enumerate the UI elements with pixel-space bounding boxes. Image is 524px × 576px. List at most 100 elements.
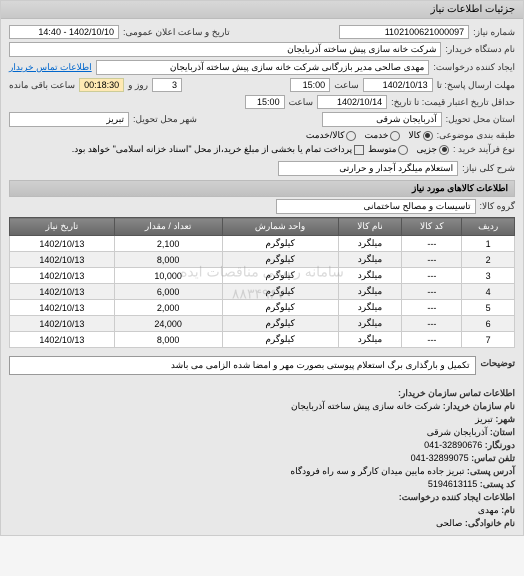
radio-goods-service[interactable]: کالا/خدمت [306,130,357,141]
buyer-value: شرکت خانه سازی پیش ساخته آذربایجان [9,42,441,57]
phone-label: تلفن تماس: [471,453,515,463]
cell-row: 1 [462,236,515,252]
note-label: توضیحات [480,358,515,369]
table-row: 5---میلگردکیلوگرم2,0001402/10/13 [10,300,515,316]
announce-value: 1402/10/10 - 14:40 [9,25,119,39]
remain-time: 00:18:30 [79,78,124,92]
cell-code: --- [402,236,462,252]
table-row: 3---میلگردکیلوگرم10,0001402/10/13 [10,268,515,284]
note-text: تکمیل و بارگذاری برگ استعلام پیوستی بصور… [9,356,476,375]
org-value: شرکت خانه سازی پیش ساخته آذربایجان [291,401,440,411]
goods-table-wrap: ردیف کد کالا نام کالا واحد شمارش تعداد /… [9,217,515,348]
process-radio-group: جزیی متوسط [368,144,449,155]
col-row: ردیف [462,218,515,236]
cell-date: 1402/10/13 [10,236,115,252]
address-label: آدرس پستی: [467,466,515,476]
radio-dot-icon [439,145,449,155]
province-value: آذربایجان شرقی [322,112,442,127]
time-label-1: ساعت [334,80,359,91]
requester-label: ایجاد کننده درخواست: [433,62,515,73]
need-details-panel: جزئیات اطلاعات نیاز شماره نیاز: 11021006… [0,0,524,536]
city-label: شهر محل تحویل: [133,114,197,125]
req-no-value: 1102100621000097 [339,25,469,39]
check-treasury[interactable]: پرداخت تمام یا بخشی از مبلغ خرید،از محل … [72,144,364,155]
fax-label: دورنگار: [485,440,515,450]
radio-service[interactable]: خدمت [364,130,400,141]
cell-code: --- [402,316,462,332]
table-row: 2---میلگردکیلوگرم8,0001402/10/13 [10,252,515,268]
goods-group-value: تاسیسات و مصالح ساختمانی [276,199,476,214]
cell-qty: 8,000 [114,252,222,268]
summary-label: شرح کلی نیاز: [462,163,515,174]
city-value: تبریز [9,112,129,127]
cell-qty: 24,000 [114,316,222,332]
cell-unit: کیلوگرم [222,332,338,348]
cell-qty: 2,000 [114,300,222,316]
radio-partial[interactable]: جزیی [416,144,449,155]
cell-code: --- [402,332,462,348]
contact-block: اطلاعات تماس سازمان خریدار: نام سازمان خ… [1,384,523,535]
col-date: تاریخ نیاز [10,218,115,236]
goods-group-label: گروه کالا: [480,201,515,212]
col-name: نام کالا [338,218,402,236]
cell-name: میلگرد [338,252,402,268]
table-row: 4---میلگردکیلوگرم6,0001402/10/13 [10,284,515,300]
cell-unit: کیلوگرم [222,316,338,332]
cell-code: --- [402,300,462,316]
radio-dot-icon [398,145,408,155]
radio-dot-icon [390,131,400,141]
buyer-label: نام دستگاه خریدار: [445,44,515,55]
buyer-contact-link[interactable]: اطلاعات تماس خریدار [9,62,92,73]
org-label: نام سازمان خریدار: [443,401,515,411]
radio-dot-icon [346,131,356,141]
contact-header: اطلاعات تماس سازمان خریدار: [398,388,515,398]
radio-medium[interactable]: متوسط [368,144,408,155]
cell-name: میلگرد [338,300,402,316]
cell-unit: کیلوگرم [222,300,338,316]
cell-unit: کیلوگرم [222,236,338,252]
topic-radio-group: کالا خدمت کالا/خدمت [306,130,433,141]
address-value: تبریز جاده مایین میدان کارگر و سه راه فر… [290,466,464,476]
fax-value: 32890676-041 [424,440,482,450]
lname-label: نام خانوادگی: [465,518,515,528]
province-label: استان محل تحویل: [446,114,515,125]
topic-class-label: طبقه بندی موضوعی: [437,130,515,141]
goods-table: ردیف کد کالا نام کالا واحد شمارش تعداد /… [9,217,515,348]
time-label-2: ساعت [289,97,314,108]
table-row: 7---میلگردکیلوگرم8,0001402/10/13 [10,332,515,348]
table-row: 1---میلگردکیلوگرم2,1001402/10/13 [10,236,515,252]
cell-date: 1402/10/13 [10,316,115,332]
cell-code: --- [402,252,462,268]
cell-unit: کیلوگرم [222,252,338,268]
c-city-label: شهر: [495,414,515,424]
col-unit: واحد شمارش [222,218,338,236]
c-province-label: استان: [490,427,515,437]
postal-value: 5194613115 [428,479,477,489]
process-type-label: نوع فرآیند خرید : [453,144,515,155]
announce-label: تاریخ و ساعت اعلان عمومی: [123,27,230,38]
fname-label: نام: [501,505,515,515]
lname-value: صالحی [436,518,462,528]
remain-days: 3 [152,78,182,92]
cell-row: 5 [462,300,515,316]
postal-label: کد پستی: [480,479,515,489]
cell-date: 1402/10/13 [10,332,115,348]
fname-value: مهدی [478,505,499,515]
cell-name: میلگرد [338,236,402,252]
panel-title: جزئیات اطلاعات نیاز [1,1,523,19]
c-province-value: آذربایجان شرقی [427,427,488,437]
checkbox-icon [354,145,364,155]
goods-section-title: اطلاعات کالاهای مورد نیاز [9,180,515,197]
cell-date: 1402/10/13 [10,284,115,300]
valid-until-date: 1402/10/14 [317,95,387,109]
valid-until-label: حداقل تاریخ اعتبار قیمت: تا تاریخ: [391,97,515,108]
c-city-value: تبریز [475,414,493,424]
cell-name: میلگرد [338,284,402,300]
requester-value: مهدی صالحی مدیر بازرگانی شرکت خانه سازی … [96,60,430,75]
cell-qty: 10,000 [114,268,222,284]
cell-qty: 6,000 [114,284,222,300]
radio-goods[interactable]: کالا [408,130,432,141]
cell-row: 2 [462,252,515,268]
table-row: 6---میلگردکیلوگرم24,0001402/10/13 [10,316,515,332]
req-no-label: شماره نیاز: [473,27,515,38]
